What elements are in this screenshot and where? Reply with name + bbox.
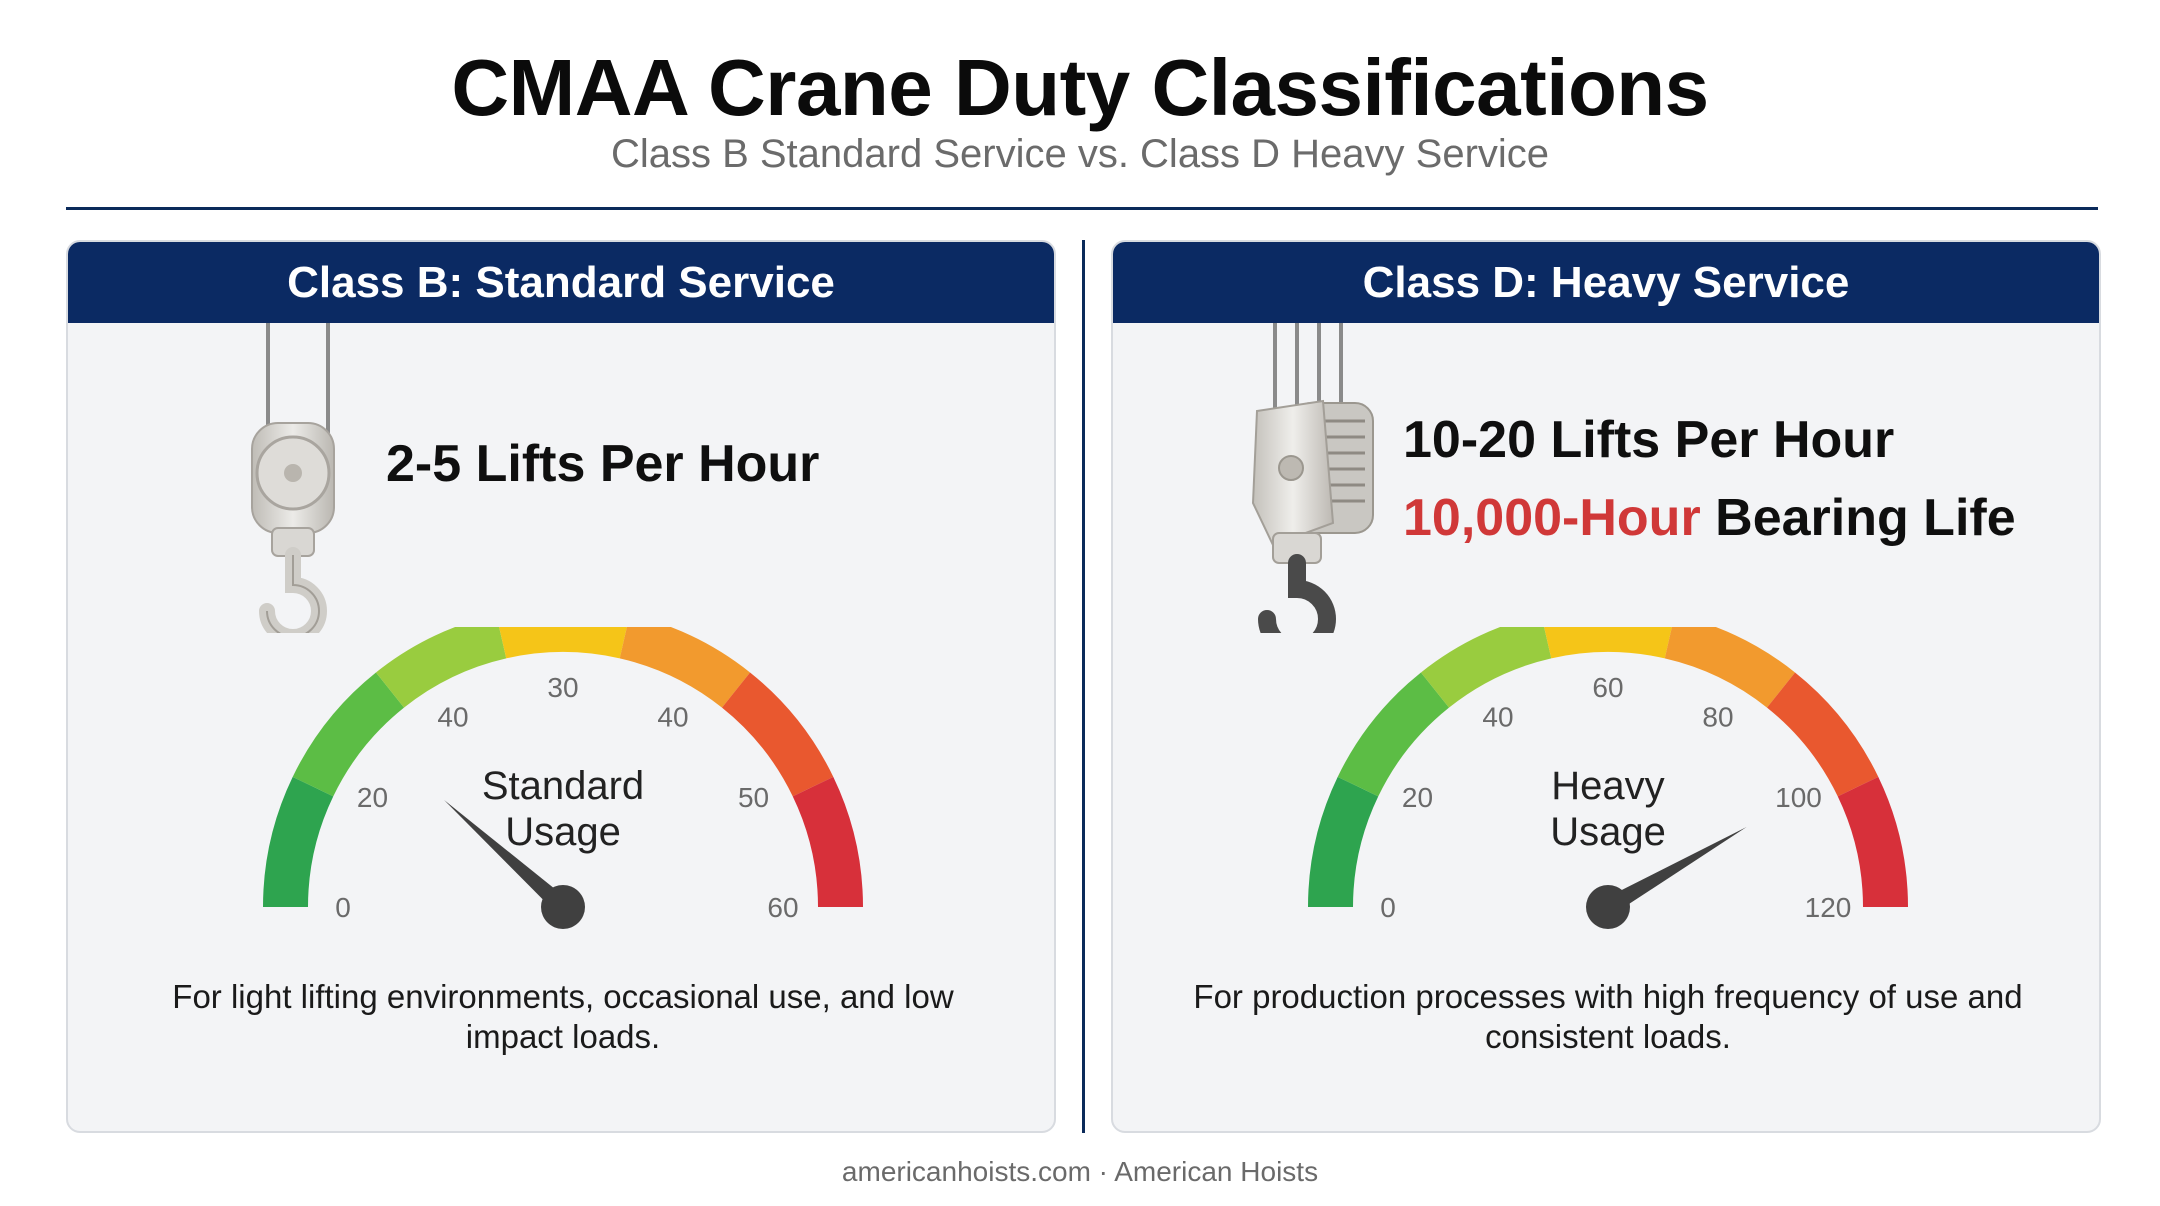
class-d-panel: Class D: Heavy Service 10-20 Lifts Per H… xyxy=(1111,240,2101,1133)
panel-divider xyxy=(1082,240,1085,1133)
gauge-tick-label: 60 xyxy=(1592,672,1623,703)
gauge-tick-label: 40 xyxy=(657,701,688,732)
gauge-label-line2: Usage xyxy=(1550,810,1666,854)
gauge-segment xyxy=(1308,776,1379,907)
gauge-needle xyxy=(1603,827,1747,915)
gauge-tick-label: 0 xyxy=(1380,892,1396,923)
gauge-label-line2: Usage xyxy=(505,810,621,854)
gauge-tick-label: 0 xyxy=(335,892,351,923)
gauge-tick-label: 20 xyxy=(1402,782,1433,813)
gauge-segment xyxy=(375,627,507,708)
gauge-tick-label: 100 xyxy=(1775,782,1822,813)
gauge-segment xyxy=(1837,776,1908,907)
gauge-label-line1: Standard xyxy=(482,764,644,808)
gauge-segment xyxy=(1664,627,1796,708)
class-d-panel-header: Class D: Heavy Service xyxy=(1113,242,2099,323)
gauge-label-line1: Heavy xyxy=(1551,764,1664,808)
gauge-segment xyxy=(1337,672,1450,797)
gauge-tick-label: 50 xyxy=(738,782,769,813)
gauge-segment xyxy=(721,672,834,797)
class-b-lifts-per-hour: 2-5 Lifts Per Hour xyxy=(386,435,820,493)
bearing-life-label: Bearing Life xyxy=(1700,489,2016,547)
class-b-panel-header: Class B: Standard Service xyxy=(68,242,1054,323)
gauge-segment xyxy=(1766,672,1879,797)
gauge-tick-label: 30 xyxy=(547,672,578,703)
footer-source: americanhoists.com · American Hoists xyxy=(841,1156,1319,1187)
gauge-segment xyxy=(499,627,627,659)
gauge-tick-label: 80 xyxy=(1702,701,1733,732)
class-d-description: For production processes with high frequ… xyxy=(1193,978,2023,1055)
crane-hook-single-sheave-icon xyxy=(251,323,335,633)
gauge-segment xyxy=(1544,627,1672,659)
gauge-segment xyxy=(1420,627,1552,708)
class-b-description: For light lifting environments, occasion… xyxy=(172,978,954,1055)
gauge-tick-label: 40 xyxy=(437,701,468,732)
gauge-tick-label: 20 xyxy=(357,782,388,813)
gauge-segment xyxy=(792,776,863,907)
gauge-tick-label: 60 xyxy=(767,892,798,923)
gauge-needle-hub xyxy=(541,885,585,929)
gauge-tick-label: 120 xyxy=(1805,892,1852,923)
header-rule xyxy=(66,207,2098,210)
gauge-segment xyxy=(292,672,405,797)
crane-hook-multi-sheave-icon xyxy=(1251,323,1374,633)
gauge-tick-label: 40 xyxy=(1482,701,1513,732)
page-title: CMAA Crane Duty Classifications xyxy=(451,43,1709,132)
gauge-needle xyxy=(444,799,570,914)
class-d-lifts-per-hour: 10-20 Lifts Per Hour xyxy=(1403,411,1895,469)
gauge-needle-hub xyxy=(1586,885,1630,929)
bearing-life-hours: 10,000-Hour xyxy=(1403,489,1701,547)
class-d-bearing-life: 10,000-Hour Bearing Life xyxy=(1403,488,2016,548)
gauge-segment xyxy=(263,776,334,907)
class-b-panel: Class B: Standard Service 2-5 Lifts Per … xyxy=(66,240,1056,1133)
page-subtitle: Class B Standard Service vs. Class D Hea… xyxy=(610,132,1550,176)
gauge-segment xyxy=(619,627,751,708)
